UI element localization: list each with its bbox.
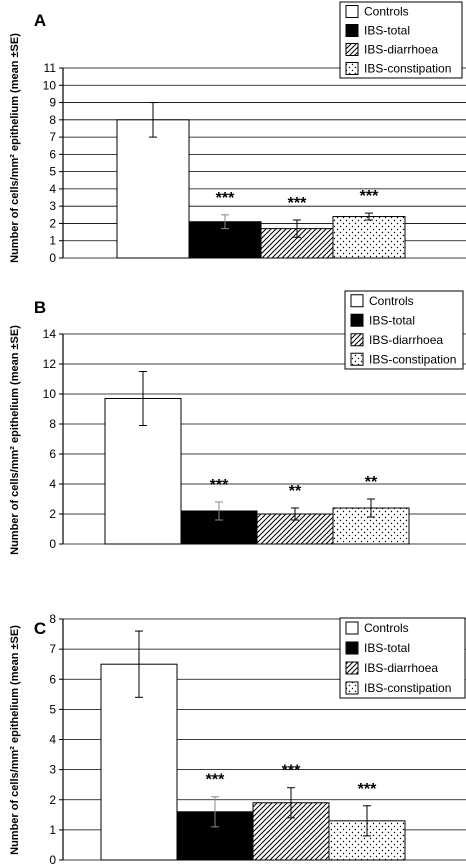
y-tick-label: 6 bbox=[49, 672, 56, 686]
legend-box bbox=[344, 290, 464, 370]
y-tick-label: 0 bbox=[49, 537, 56, 551]
y-tick-label: 12 bbox=[43, 357, 57, 371]
legend-swatch bbox=[350, 313, 364, 327]
panel-a: 0 1 2 3 4 5 6 7 8 9 10 11 A Number of cells/mm² epith… bbox=[9, 1, 466, 265]
legend-entry: IBS-total bbox=[364, 24, 410, 38]
legend-box bbox=[339, 617, 466, 699]
legend-swatch bbox=[345, 43, 359, 56]
legend-entry: IBS-constipation bbox=[364, 62, 451, 76]
legend-entry: Controls bbox=[364, 5, 409, 19]
y-tick-label: 4 bbox=[49, 477, 56, 491]
legend-swatch bbox=[350, 352, 364, 366]
significance-label: *** bbox=[282, 763, 301, 780]
legend: Controls IBS-total IBS-diarrhoea IBS-consti… bbox=[344, 290, 464, 370]
legend-entry: Controls bbox=[364, 621, 409, 635]
legend-swatch bbox=[350, 294, 364, 308]
legend-entry: IBS-diarrhoea bbox=[364, 43, 438, 57]
significance-label: *** bbox=[358, 781, 377, 798]
y-tick-label: 6 bbox=[49, 447, 56, 461]
y-tick-label: 0 bbox=[49, 251, 56, 265]
panel-c: 0 1 2 3 4 5 6 7 8C Number of cells/mm² epithelium… bbox=[9, 612, 466, 867]
y-tick-label: 8 bbox=[49, 113, 56, 127]
y-axis-label: Number of cells/mm² epithelium (mean ±SE… bbox=[9, 33, 21, 263]
legend-swatch bbox=[345, 5, 359, 18]
bar-ibs-constipation bbox=[328, 820, 406, 861]
legend-entry: IBS-total bbox=[364, 641, 410, 655]
legend-box bbox=[339, 1, 463, 79]
y-tick-label: 2 bbox=[49, 216, 56, 230]
significance-label: *** bbox=[206, 772, 225, 789]
y-tick-label: 5 bbox=[49, 702, 56, 716]
panel-label: A bbox=[34, 11, 46, 30]
y-tick-label: 10 bbox=[43, 387, 57, 401]
legend: Controls IBS-total IBS-diarrhoea IBS-consti… bbox=[339, 617, 466, 699]
bar-ibs-constipation bbox=[332, 216, 406, 259]
legend-swatch bbox=[345, 661, 359, 675]
panel-b: 0 2 4 6 8 10 12 14 B Number of cells/mm² epitheli… bbox=[9, 290, 466, 555]
y-axis-label: Number of cells/mm² epithelium (mean ±SE… bbox=[9, 625, 21, 855]
y-tick-label: 2 bbox=[49, 507, 56, 521]
y-tick-label: 3 bbox=[49, 199, 56, 213]
legend-entry: IBS-constipation bbox=[364, 681, 451, 695]
y-axis-label: Number of cells/mm² epithelium (mean ±SE… bbox=[9, 325, 21, 555]
bar-controls bbox=[116, 119, 190, 259]
y-tick-label: 8 bbox=[49, 417, 56, 431]
significance-label: *** bbox=[210, 477, 229, 494]
legend-swatch bbox=[345, 621, 359, 635]
legend-entry: Controls bbox=[369, 294, 414, 308]
legend: Controls IBS-total IBS-diarrhoea IBS-consti… bbox=[339, 1, 463, 79]
y-tick-label: 10 bbox=[43, 78, 57, 92]
legend-swatch bbox=[345, 681, 359, 695]
y-tick-label: 6 bbox=[49, 147, 56, 161]
y-tick-label: 0 bbox=[49, 853, 56, 867]
y-tick-label: 9 bbox=[49, 96, 56, 110]
y-tick-label: 2 bbox=[49, 793, 56, 807]
y-tick-label: 11 bbox=[44, 61, 57, 75]
y-tick-label: 1 bbox=[49, 823, 56, 837]
panel-label: C bbox=[34, 619, 46, 638]
significance-label: ** bbox=[365, 474, 378, 491]
y-tick-label: 7 bbox=[49, 130, 56, 144]
significance-label: ** bbox=[289, 483, 302, 500]
y-tick-label: 14 bbox=[43, 327, 57, 341]
legend-entry: IBS-constipation bbox=[369, 352, 456, 366]
y-tick-label: 5 bbox=[49, 165, 56, 179]
y-tick-label: 4 bbox=[49, 733, 56, 747]
legend-swatch bbox=[345, 24, 359, 37]
significance-label: *** bbox=[360, 188, 379, 205]
legend-entry: IBS-diarrhoea bbox=[369, 333, 443, 347]
significance-label: *** bbox=[288, 195, 307, 212]
panel-label: B bbox=[34, 298, 46, 317]
legend-swatch bbox=[345, 62, 359, 75]
significance-label: *** bbox=[216, 190, 235, 207]
legend-swatch bbox=[350, 333, 364, 347]
y-tick-label: 3 bbox=[49, 763, 56, 777]
legend-entry: IBS-diarrhoea bbox=[364, 661, 438, 675]
y-tick-label: 1 bbox=[49, 234, 56, 248]
legend-entry: IBS-total bbox=[369, 313, 415, 327]
y-tick-label: 4 bbox=[49, 182, 56, 196]
y-tick-label: 8 bbox=[49, 612, 56, 626]
legend-swatch bbox=[345, 641, 359, 655]
y-tick-label: 7 bbox=[49, 642, 56, 656]
